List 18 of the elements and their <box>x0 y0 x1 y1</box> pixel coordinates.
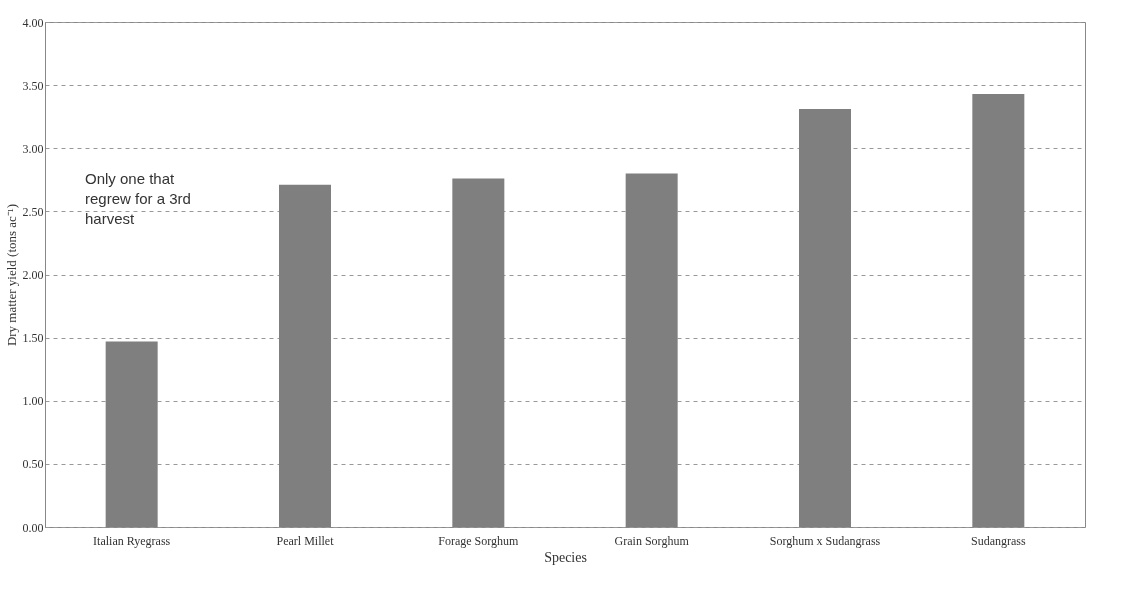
x-tick-label: Sorghum x Sudangrass <box>769 533 881 548</box>
y-tick-label: 3.00 <box>22 141 44 156</box>
y-tick-label: 2.00 <box>22 268 44 282</box>
x-tick-label: Sudangrass <box>971 533 1026 548</box>
y-tick-label: 1.00 <box>22 394 44 409</box>
y-tick-label: 1.50 <box>22 331 44 346</box>
y-tick-label: 2.50 <box>22 204 44 219</box>
x-tick-label: Forage Sorghum <box>438 533 520 548</box>
y-tick-label: 0.50 <box>22 457 44 472</box>
x-tick-label: Italian Ryegrass <box>93 533 171 548</box>
x-axis-title: Species <box>544 549 587 565</box>
y-axis-title: Dry matter yield (tons ac⁻¹) <box>3 203 19 347</box>
annotation: Only one that regrew for a 3rd harvest <box>85 170 191 227</box>
y-tick-label: 3.50 <box>22 78 44 93</box>
x-tick-label: Grain Sorghum <box>614 533 690 548</box>
y-tick-label: 0.00 <box>22 520 44 535</box>
y-tick-label: 4.00 <box>22 15 44 30</box>
x-tick-label: Pearl Millet <box>276 533 335 548</box>
